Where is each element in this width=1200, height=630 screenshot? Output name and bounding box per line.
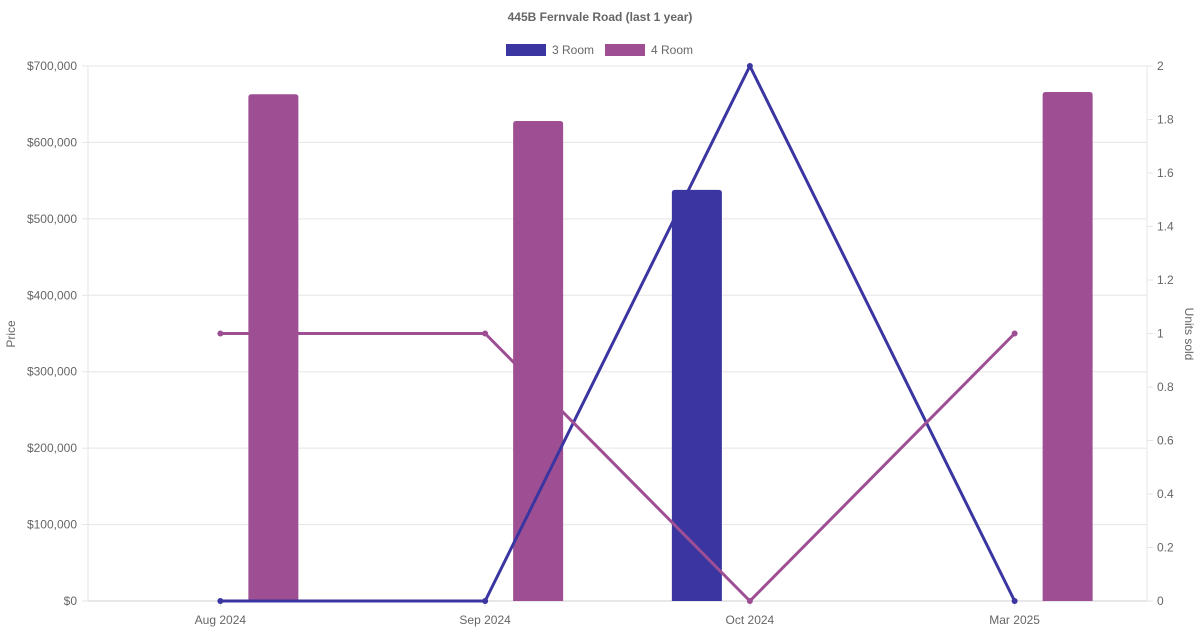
y-right-tick-label: 0 [1157, 594, 1164, 608]
bar-4-room[interactable] [1042, 91, 1093, 601]
lines [217, 62, 1018, 604]
y-right-tick-label: 1.4 [1157, 220, 1174, 234]
y-left-tick-label: $400,000 [27, 288, 77, 302]
y-right-tick-label: 1.2 [1157, 273, 1174, 287]
y-right-tick-label: 0.2 [1157, 541, 1174, 555]
y-left-tick-label: $0 [64, 594, 78, 608]
y-right-tick-label: 0.8 [1157, 380, 1174, 394]
bar-4-room[interactable] [513, 121, 564, 602]
legend-label-4-room[interactable]: 4 Room [651, 43, 693, 57]
bar-4-room[interactable] [248, 94, 299, 602]
x-axis-ticks: Aug 2024 Sep 2024 Oct 2024 Mar 2025 [195, 613, 1041, 627]
legend-label-3-room[interactable]: 3 Room [552, 43, 594, 57]
y-right-tick-label: 2 [1157, 59, 1164, 73]
y-right-tick-label: 0.4 [1157, 487, 1174, 501]
point-3-room[interactable] [482, 598, 489, 604]
line-3-room [220, 62, 1016, 603]
y-right-tick-label: 1.8 [1157, 113, 1174, 127]
y-axis-right-title: Units sold [1182, 308, 1196, 361]
x-tick-label: Oct 2024 [726, 613, 775, 627]
point-4-room[interactable] [217, 330, 224, 337]
x-tick-label: Mar 2025 [989, 613, 1040, 627]
y-axis-left-title: Price [4, 320, 18, 348]
point-4-room[interactable] [1011, 330, 1018, 337]
legend-swatch-3-room[interactable] [506, 44, 546, 56]
left-axis-ticks: $0 $100,000 $200,000 $300,000 $400,000 $500,0… [27, 59, 77, 608]
point-3-room[interactable] [217, 598, 224, 604]
x-tick-label: Sep 2024 [459, 613, 511, 627]
y-right-tick-label: 1.6 [1157, 166, 1174, 180]
y-right-tick-label: 0.6 [1157, 434, 1174, 448]
point-3-room[interactable] [1011, 598, 1018, 604]
line-4-room [220, 332, 1016, 604]
y-left-tick-label: $200,000 [27, 441, 77, 455]
right-axis-ticks: 0 0.2 0.4 0.6 0.8 1 1.2 1.4 1.6 1.8 2 [1157, 59, 1174, 608]
y-left-tick-label: $100,000 [27, 518, 77, 532]
y-right-tick-label: 1 [1157, 327, 1164, 341]
bars [248, 91, 1093, 602]
x-tick-label: Aug 2024 [195, 613, 247, 627]
legend-swatch-4-room[interactable] [605, 44, 645, 56]
y-left-tick-label: $300,000 [27, 365, 77, 379]
legend: 3 Room 4 Room [506, 43, 693, 57]
chart-title: 445B Fernvale Road (last 1 year) [508, 10, 693, 24]
point-4-room[interactable] [482, 330, 489, 337]
y-left-tick-label: $600,000 [27, 135, 77, 149]
bar-3-room[interactable] [671, 189, 722, 602]
y-left-tick-label: $700,000 [27, 59, 77, 73]
y-left-tick-label: $500,000 [27, 212, 77, 226]
point-3-room[interactable] [746, 63, 753, 69]
point-4-room[interactable] [746, 598, 753, 604]
